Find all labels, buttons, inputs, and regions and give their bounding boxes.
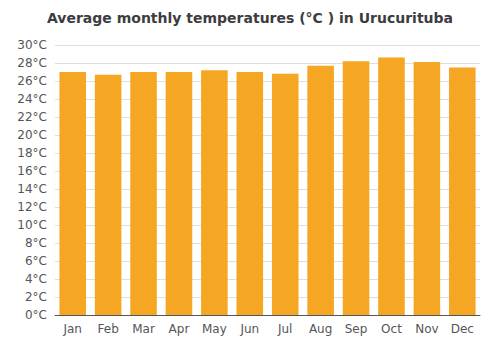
svg-text:30°C: 30°C [17, 38, 47, 52]
svg-text:10°C: 10°C [17, 218, 47, 232]
svg-text:16°C: 16°C [17, 164, 47, 178]
svg-text:8°C: 8°C [25, 236, 47, 250]
svg-text:26°C: 26°C [17, 74, 47, 88]
svg-text:24°C: 24°C [17, 92, 47, 106]
svg-text:Jul: Jul [277, 322, 292, 336]
svg-text:Oct: Oct [381, 322, 402, 336]
svg-text:6°C: 6°C [25, 254, 47, 268]
svg-text:Jan: Jan [62, 322, 82, 336]
svg-text:Mar: Mar [132, 322, 155, 336]
svg-text:22°C: 22°C [17, 110, 47, 124]
svg-text:28°C: 28°C [17, 56, 47, 70]
svg-text:Feb: Feb [98, 322, 119, 336]
svg-text:Sep: Sep [345, 322, 368, 336]
svg-text:Aug: Aug [309, 322, 332, 336]
svg-text:14°C: 14°C [17, 182, 47, 196]
svg-text:4°C: 4°C [25, 272, 47, 286]
svg-text:2°C: 2°C [25, 290, 47, 304]
svg-text:Nov: Nov [415, 322, 438, 336]
svg-text:Dec: Dec [451, 322, 474, 336]
svg-text:Average monthly temperatures (: Average monthly temperatures (°C ) in Ur… [47, 10, 453, 26]
svg-text:12°C: 12°C [17, 200, 47, 214]
svg-text:Apr: Apr [169, 322, 190, 336]
svg-text:0°C: 0°C [25, 308, 47, 322]
svg-text:Jun: Jun [239, 322, 259, 336]
svg-text:20°C: 20°C [17, 128, 47, 142]
svg-text:18°C: 18°C [17, 146, 47, 160]
svg-text:May: May [202, 322, 227, 336]
